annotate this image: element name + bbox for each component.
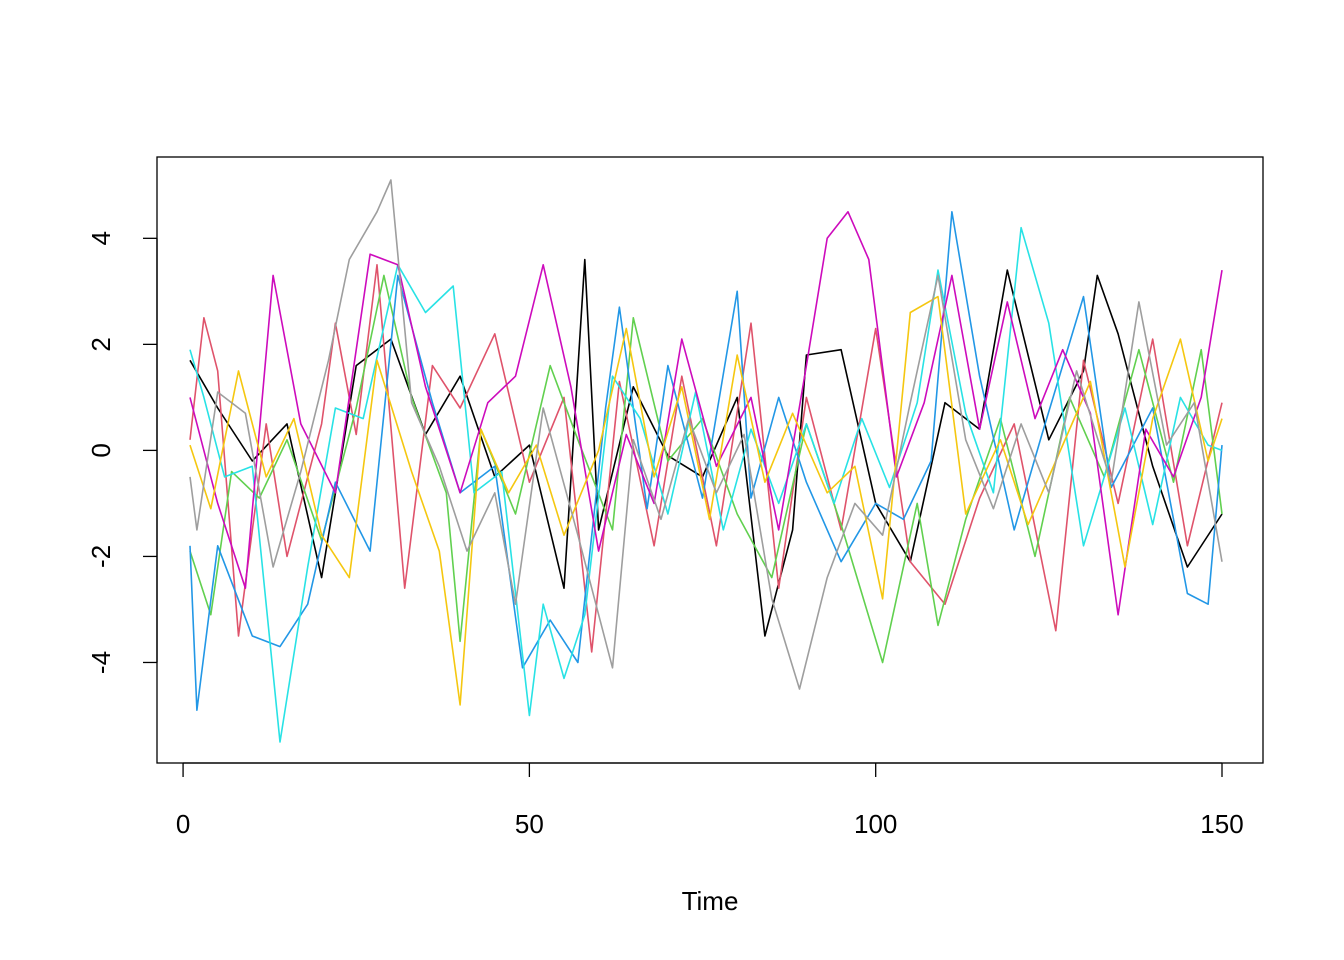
y-tick-label: 0: [86, 443, 116, 457]
series-line-1: [189, 258, 1223, 637]
x-tick-label: 150: [1200, 809, 1243, 839]
y-tick-label: -2: [86, 545, 116, 568]
y-tick-label: 2: [86, 337, 116, 351]
x-tick-label: 0: [176, 809, 190, 839]
series-line-5: [189, 226, 1223, 743]
y-tick-label: -4: [86, 651, 116, 674]
x-axis-title: Time: [682, 886, 739, 916]
series-layer: [189, 179, 1223, 743]
series-line-2: [189, 263, 1223, 653]
x-tick-label: 50: [515, 809, 544, 839]
x-axis: 0 50 100 150: [176, 762, 1244, 839]
y-axis: -4 -2 0 2 4: [86, 231, 158, 674]
series-line-8: [189, 179, 1223, 690]
x-tick-label: 100: [854, 809, 897, 839]
series-line-3: [189, 274, 1223, 664]
series-line-7: [189, 295, 1223, 706]
series-line-6: [189, 211, 1223, 616]
y-tick-label: 4: [86, 231, 116, 245]
